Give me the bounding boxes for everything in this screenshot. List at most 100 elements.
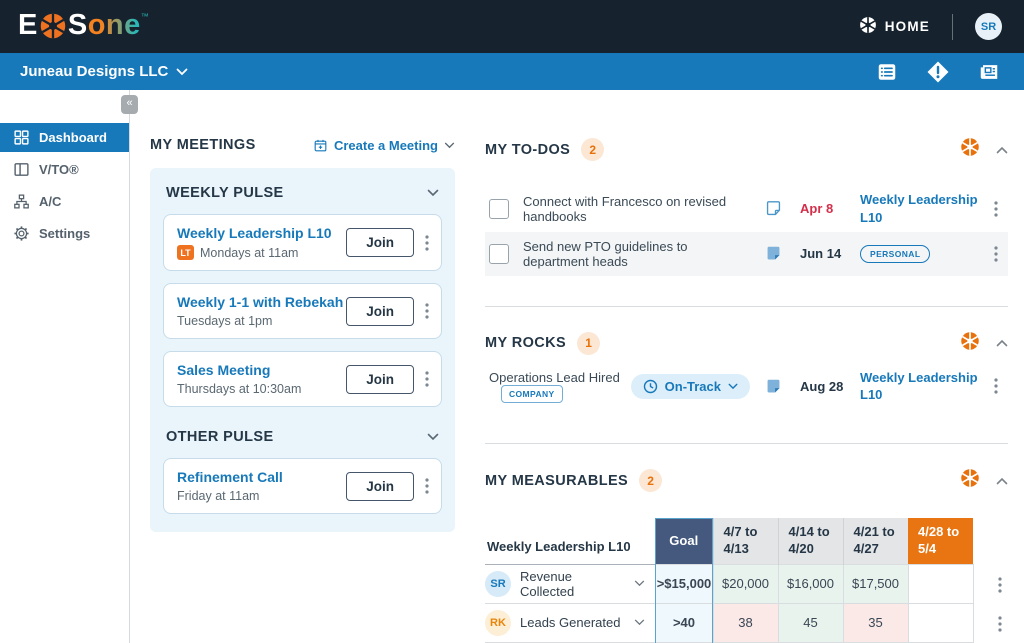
value-cell[interactable]: 35 <box>842 602 909 643</box>
kebab-menu-icon[interactable] <box>996 614 1004 634</box>
meeting-name-link[interactable]: Weekly Leadership L10 <box>177 225 332 241</box>
owner-avatar: SR <box>485 570 511 597</box>
kebab-menu-icon[interactable] <box>996 575 1004 595</box>
value-cell-empty[interactable] <box>907 602 974 643</box>
chevron-down-icon <box>427 189 439 197</box>
join-meeting-button[interactable]: Join <box>346 296 414 326</box>
rocks-count-badge: 1 <box>577 331 601 355</box>
sidebar-item-vto[interactable]: V/TO® <box>0 155 129 184</box>
calendar-plus-icon <box>314 139 327 151</box>
note-icon[interactable] <box>764 199 800 218</box>
meeting-link[interactable]: Weekly Leadership L10 <box>860 369 978 403</box>
kebab-menu-icon[interactable] <box>423 233 431 253</box>
other-pulse-group-header[interactable]: OTHER PULSE <box>166 429 439 445</box>
todo-row: Send new PTO guidelines to department he… <box>485 231 1008 276</box>
join-meeting-button[interactable]: Join <box>346 228 414 257</box>
chevron-down-icon <box>728 383 738 389</box>
sidebar-item-label: A/C <box>39 194 62 209</box>
todo-due-date: Jun 14 <box>800 246 842 262</box>
measurables-table: Weekly Leadership L10 Goal 4/7 to 4/13 4… <box>485 518 1002 643</box>
week-column-header: 4/21 to 4/27 <box>842 518 908 565</box>
value-cell[interactable]: $20,000 <box>712 563 779 604</box>
logo-one: one <box>87 9 141 41</box>
headlines-icon[interactable] <box>978 61 1000 83</box>
my-rocks-title: MY ROCKS <box>485 335 567 352</box>
vto-window-icon <box>14 163 29 176</box>
note-filled-icon[interactable] <box>764 244 800 263</box>
join-meeting-button[interactable]: Join <box>346 364 414 394</box>
meetings-panel: WEEKLY PULSE Weekly Leadership L10 LT Mo… <box>150 168 455 532</box>
kebab-menu-icon[interactable] <box>423 369 431 389</box>
kebab-menu-icon[interactable] <box>992 376 1000 396</box>
sidebar-item-dashboard[interactable]: Dashboard <box>0 123 129 152</box>
meeting-schedule: Tuesdays at 1pm <box>177 314 273 328</box>
company-switcher[interactable]: Juneau Designs LLC <box>20 63 188 80</box>
sidebar-item-ac[interactable]: A/C <box>0 187 129 216</box>
value-cell[interactable]: 38 <box>712 602 779 643</box>
owner-avatar: RK <box>485 609 511 636</box>
eos-aperture-icon[interactable] <box>960 331 980 356</box>
rock-text: Operations Lead HiredCOMPANY <box>489 370 631 403</box>
week-column-header: 4/14 to 4/20 <box>777 518 843 565</box>
organization-bar: Juneau Designs LLC <box>0 53 1024 90</box>
note-filled-icon[interactable] <box>764 377 800 396</box>
top-bar: E S one ™ HOME SR <box>0 0 1024 53</box>
todo-checkbox[interactable] <box>489 243 509 264</box>
topbar-divider <box>952 13 953 40</box>
rock-row: Operations Lead HiredCOMPANY On-Track Au… <box>485 356 1008 418</box>
sidebar-item-label: Settings <box>39 226 91 241</box>
user-avatar[interactable]: SR <box>975 13 1002 40</box>
checklist-icon[interactable] <box>876 61 898 83</box>
meeting-link[interactable]: Weekly Leadership L10 <box>860 192 978 225</box>
measurables-meeting-title: Weekly Leadership L10 <box>485 518 655 565</box>
sidebar-item-label: V/TO® <box>39 162 79 177</box>
current-week-column-header: 4/28 to 5/4 <box>908 518 973 565</box>
kebab-menu-icon[interactable] <box>992 244 1000 264</box>
collapse-section-chevron-up-icon[interactable] <box>996 339 1008 347</box>
my-todos-header: MY TO-DOS 2 <box>485 137 1008 162</box>
value-cell[interactable]: 45 <box>777 602 844 643</box>
week-column-header: 4/7 to 4/13 <box>712 518 778 565</box>
kebab-menu-icon[interactable] <box>423 301 431 321</box>
collapse-section-chevron-up-icon[interactable] <box>996 146 1008 154</box>
value-cell[interactable]: $16,000 <box>777 563 844 604</box>
meeting-schedule: Thursdays at 10:30am <box>177 382 302 396</box>
eos-aperture-icon[interactable] <box>960 137 980 162</box>
create-meeting-button[interactable]: Create a Meeting <box>313 138 455 153</box>
value-cell[interactable]: $17,500 <box>842 563 909 604</box>
join-meeting-button[interactable]: Join <box>346 471 414 501</box>
todos-count-badge: 2 <box>581 138 605 161</box>
personal-badge: PERSONAL <box>860 245 931 264</box>
todo-row: Connect with Francesco on revised handbo… <box>485 186 1008 232</box>
logo-letter-s: S <box>67 9 88 41</box>
my-todos-title: MY TO-DOS <box>485 141 571 158</box>
eos-one-logo[interactable]: E S one ™ <box>18 8 149 45</box>
chevron-down-icon <box>444 142 455 148</box>
sidebar-collapse-button[interactable]: « <box>121 95 138 114</box>
my-meetings-section: MY MEETINGS Create a Meeting WEEKLY PULS… <box>150 137 455 643</box>
weekly-pulse-group-header[interactable]: WEEKLY PULSE <box>166 185 439 201</box>
chevron-down-icon[interactable] <box>634 619 645 626</box>
sidebar-item-settings[interactable]: Settings <box>0 219 129 248</box>
eos-aperture-icon[interactable] <box>960 468 980 493</box>
chevron-down-icon[interactable] <box>634 580 645 587</box>
meeting-name-link[interactable]: Refinement Call <box>177 469 283 485</box>
meeting-card: Weekly Leadership L10 LT Mondays at 11am… <box>163 214 442 271</box>
meeting-name-link[interactable]: Sales Meeting <box>177 362 271 378</box>
meeting-name-link[interactable]: Weekly 1-1 with Rebekah <box>177 294 344 310</box>
kebab-menu-icon[interactable] <box>423 476 431 496</box>
eos-aperture-icon <box>39 12 67 45</box>
sidebar: « Dashboard V/TO® A/C Settings <box>0 90 138 643</box>
home-button[interactable]: HOME <box>859 16 930 37</box>
issues-icon[interactable] <box>926 60 950 84</box>
company-badge: COMPANY <box>501 384 563 403</box>
chevron-down-icon <box>427 433 439 441</box>
kebab-menu-icon[interactable] <box>992 199 1000 219</box>
collapse-section-chevron-up-icon[interactable] <box>996 477 1008 485</box>
rock-status-dropdown[interactable]: On-Track <box>630 373 750 399</box>
clock-icon <box>643 379 657 394</box>
dashboard-grid-icon <box>14 130 29 145</box>
goal-column-header: Goal <box>655 518 713 565</box>
todo-checkbox[interactable] <box>489 198 509 219</box>
value-cell-empty[interactable] <box>907 563 974 604</box>
